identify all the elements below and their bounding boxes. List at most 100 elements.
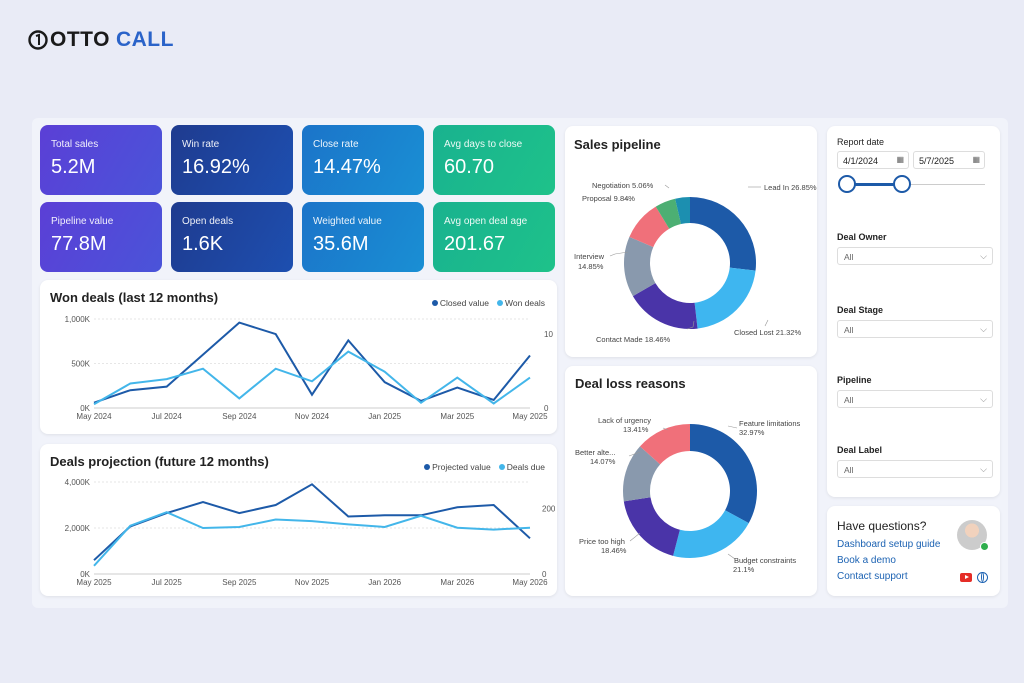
y-tick-label: 500K xyxy=(71,360,90,369)
brand-logo: O OTTO CALL xyxy=(28,28,174,52)
filters-panel: Report date 4/1/2024 ▦ 5/7/2025 ▦ Deal Own… xyxy=(827,126,1000,497)
donut-slice xyxy=(655,198,681,229)
x-tick-label: Jan 2026 xyxy=(368,578,401,587)
y2-tick-label: 0 xyxy=(544,404,549,413)
donut-slice xyxy=(623,446,661,502)
x-tick-label: May 2026 xyxy=(512,578,548,587)
legend-won-deals: Won deals xyxy=(496,298,545,308)
deals-projection-chart: 4,000K 2,000K 0K 200 0 May 2025 Jul 2025 Sep 20… xyxy=(65,478,556,587)
report-date-label: Report date xyxy=(837,137,885,147)
kpi-value: 35.6M xyxy=(313,233,369,255)
pipeline-label-interview: Interview xyxy=(574,252,605,261)
kpi-value: 60.70 xyxy=(444,156,495,178)
deal-owner-select[interactable]: All ⌵ xyxy=(837,247,993,265)
y2-tick-label: 0 xyxy=(542,570,547,579)
book-a-demo-link[interactable]: Book a demo xyxy=(837,555,896,566)
help-panel: Have questions? Dashboard setup guide Bo… xyxy=(827,506,1000,596)
sales-pipeline-title: Sales pipeline xyxy=(574,137,661,152)
pipeline-label-negotiation: Negotiation 5.06% xyxy=(592,181,654,190)
pipeline-label-lead-in: Lead In 26.85% xyxy=(764,183,817,192)
x-tick-label: Jul 2024 xyxy=(152,412,183,421)
y2-tick-label: 10 xyxy=(544,330,553,339)
logo-text-otto: OTTO xyxy=(50,28,110,51)
y-tick-label: 0K xyxy=(80,570,90,579)
series-line-won-deals xyxy=(93,350,531,406)
donut-slice xyxy=(690,424,757,524)
deal-label-select[interactable]: All ⌵ xyxy=(837,460,993,478)
donut-slice xyxy=(694,267,756,329)
youtube-icon[interactable] xyxy=(960,573,972,582)
series-line-projected-value xyxy=(93,483,531,561)
start-date-value: 4/1/2024 xyxy=(843,156,879,166)
date-slider-start-handle[interactable] xyxy=(838,175,856,193)
chevron-down-icon: ⌵ xyxy=(980,251,987,261)
chevron-down-icon: ⌵ xyxy=(980,464,987,474)
legend-closed-value: Closed value xyxy=(431,298,489,308)
deal-stage-select[interactable]: All ⌵ xyxy=(837,320,993,338)
deals-projection-legend: Projected value Deals due xyxy=(424,462,545,472)
deal-loss-donut: Feature limitations 32.97% Budget constr… xyxy=(575,416,801,574)
online-status-icon xyxy=(980,542,989,551)
calendar-icon[interactable]: ▦ xyxy=(972,155,980,164)
deal-label-value: All xyxy=(844,465,854,475)
loss-label-price: Price too high xyxy=(579,537,625,546)
kpi-label: Avg open deal age xyxy=(444,216,528,227)
kpi-tile: Avg open deal age 201.67 xyxy=(433,202,555,272)
kpi-tile: Close rate 14.47% xyxy=(302,125,424,195)
globe-icon[interactable] xyxy=(977,572,988,583)
y-tick-label: 4,000K xyxy=(65,478,91,487)
date-slider-end-handle[interactable] xyxy=(893,175,911,193)
x-tick-label: Nov 2025 xyxy=(295,578,330,587)
sales-pipeline-card: Sales pipeline Lead In 26.85% Closed Los… xyxy=(565,126,817,357)
donut-slice xyxy=(623,497,680,556)
kpi-label: Total sales xyxy=(51,139,99,150)
kpi-label: Open deals xyxy=(182,216,234,227)
y-tick-label: 0K xyxy=(80,404,90,413)
dashboard-setup-guide-link[interactable]: Dashboard setup guide xyxy=(837,539,941,550)
deal-loss-card: Deal loss reasons Feature limitations 32… xyxy=(565,366,817,596)
donut-slice xyxy=(675,197,690,225)
deals-projection-title: Deals projection (future 12 months) xyxy=(50,454,269,469)
pipeline-select[interactable]: All ⌵ xyxy=(837,390,993,408)
x-tick-label: Sep 2025 xyxy=(222,578,257,587)
deal-stage-label: Deal Stage xyxy=(837,305,884,315)
y2-tick-label: 200 xyxy=(542,504,556,513)
kpi-label: Close rate xyxy=(313,139,359,150)
pipeline-label-contact-made: Contact Made 18.46% xyxy=(596,335,671,344)
x-tick-label: Jul 2025 xyxy=(152,578,183,587)
pipeline-label-interview-pct: 14.85% xyxy=(578,262,604,271)
loss-label-price-pct: 18.46% xyxy=(601,546,627,555)
contact-support-link[interactable]: Contact support xyxy=(837,571,908,582)
calendar-icon[interactable]: ▦ xyxy=(896,155,904,164)
loss-label-feature: Feature limitations xyxy=(739,419,801,428)
x-tick-label: Mar 2025 xyxy=(440,412,474,421)
kpi-tile: Pipeline value 77.8M xyxy=(40,202,162,272)
donut-slice xyxy=(632,283,698,329)
deal-owner-value: All xyxy=(844,252,854,262)
chevron-down-icon: ⌵ xyxy=(980,394,987,404)
start-date-input[interactable]: 4/1/2024 ▦ xyxy=(837,151,909,169)
kpi-label: Weighted value xyxy=(313,216,382,227)
x-tick-label: May 2024 xyxy=(76,412,112,421)
won-deals-card: Won deals (last 12 months) Closed value … xyxy=(40,280,557,434)
deal-owner-label: Deal Owner xyxy=(837,232,887,242)
sales-pipeline-donut: Lead In 26.85% Closed Lost 21.32% Contac… xyxy=(574,181,817,344)
kpi-value: 77.8M xyxy=(51,233,107,255)
loss-label-budget: Budget constraints xyxy=(734,556,796,565)
kpi-tile: Total sales 5.2M xyxy=(40,125,162,195)
won-deals-chart: 1,000K 500K 0K 10 0 May 2024 Jul 2024 Sep 2024 N… xyxy=(65,315,554,421)
y-tick-label: 1,000K xyxy=(65,315,91,324)
kpi-label: Pipeline value xyxy=(51,216,114,227)
kpi-tile: Open deals 1.6K xyxy=(171,202,293,272)
help-title: Have questions? xyxy=(837,519,927,533)
deal-stage-value: All xyxy=(844,325,854,335)
donut-slice xyxy=(690,197,756,271)
won-deals-title: Won deals (last 12 months) xyxy=(50,290,219,305)
legend-deals-due: Deals due xyxy=(498,462,545,472)
x-tick-label: Mar 2026 xyxy=(440,578,474,587)
end-date-input[interactable]: 5/7/2025 ▦ xyxy=(913,151,985,169)
kpi-tile: Win rate 16.92% xyxy=(171,125,293,195)
kpi-value: 16.92% xyxy=(182,156,250,178)
pipeline-label-proposal: Proposal 9.84% xyxy=(582,194,635,203)
end-date-value: 5/7/2025 xyxy=(919,156,955,166)
